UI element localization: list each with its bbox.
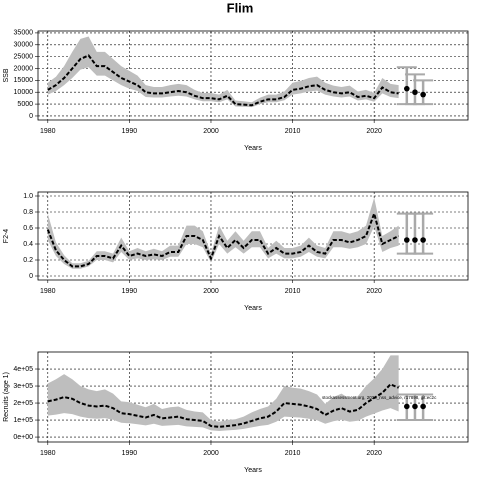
y-tick-label: 15000 bbox=[14, 77, 34, 84]
x-axis-label: Years bbox=[244, 305, 262, 312]
y-tick-label: 0 bbox=[29, 113, 33, 120]
confidence-band bbox=[47, 355, 399, 431]
forecast-point bbox=[420, 91, 426, 98]
y-tick-label: 0e+00 bbox=[13, 434, 33, 441]
forecast-point bbox=[420, 403, 426, 410]
forecast-point bbox=[420, 237, 426, 243]
y-tick-label: 2e+05 bbox=[13, 400, 33, 407]
y-tick-label: 3e+05 bbox=[13, 383, 33, 390]
estimate-line bbox=[47, 383, 400, 428]
annotation: stockassessment.org, 2024_nss_advice, r1… bbox=[322, 395, 437, 400]
forecast-point bbox=[404, 237, 410, 243]
x-tick-label: 1980 bbox=[40, 450, 56, 457]
figure-title: Flim bbox=[227, 0, 254, 15]
x-tick-label: 1990 bbox=[122, 450, 138, 457]
x-tick-label: 2020 bbox=[366, 128, 382, 135]
x-tick-label: 2010 bbox=[285, 450, 301, 457]
y-axis-label: Recruits (age 1) bbox=[3, 372, 10, 422]
forecast-point bbox=[412, 237, 418, 243]
y-tick-label: 10000 bbox=[14, 89, 34, 96]
estimate-line bbox=[47, 54, 399, 107]
confidence-band bbox=[47, 36, 399, 108]
y-tick-label: 1.0 bbox=[23, 193, 33, 200]
x-tick-label: 2010 bbox=[285, 288, 301, 295]
x-tick-label: 2000 bbox=[203, 288, 219, 295]
x-tick-label: 1980 bbox=[40, 288, 56, 295]
y-tick-label: 20000 bbox=[14, 65, 34, 72]
plot-frame bbox=[37, 351, 469, 443]
y-axis-label: F2-4 bbox=[3, 229, 10, 244]
y-tick-label: 5000 bbox=[17, 101, 33, 108]
x-axis-label: Years bbox=[244, 145, 262, 152]
x-tick-label: 2020 bbox=[366, 288, 382, 295]
forecast-point bbox=[412, 89, 418, 96]
y-tick-label: 25000 bbox=[14, 53, 34, 60]
x-tick-label: 1990 bbox=[122, 288, 138, 295]
y-tick-label: 0.8 bbox=[23, 209, 33, 216]
x-tick-label: 2000 bbox=[203, 450, 219, 457]
plot-frame bbox=[37, 30, 469, 121]
y-tick-label: 0 bbox=[29, 273, 33, 280]
estimate-line bbox=[46, 210, 400, 268]
x-tick-label: 2000 bbox=[203, 128, 219, 135]
x-axis-label: Years bbox=[244, 467, 262, 474]
forecast-point bbox=[412, 403, 418, 410]
y-tick-label: 0.6 bbox=[23, 225, 33, 232]
y-tick-label: 0.2 bbox=[23, 257, 33, 264]
y-tick-label: 30000 bbox=[14, 42, 34, 49]
y-axis-label: SSB bbox=[3, 68, 10, 82]
y-tick-label: 0.4 bbox=[23, 241, 33, 248]
confidence-band bbox=[47, 197, 399, 269]
x-tick-label: 2020 bbox=[366, 450, 382, 457]
plot-frame bbox=[37, 191, 469, 281]
y-tick-label: 35000 bbox=[14, 30, 34, 37]
forecast-point bbox=[404, 85, 410, 92]
x-tick-label: 1990 bbox=[122, 128, 138, 135]
x-tick-label: 1980 bbox=[40, 128, 56, 135]
forecast-point bbox=[404, 403, 410, 410]
x-tick-label: 2010 bbox=[285, 128, 301, 135]
y-tick-label: 4e+05 bbox=[13, 366, 33, 373]
y-tick-label: 1e+05 bbox=[13, 417, 33, 424]
